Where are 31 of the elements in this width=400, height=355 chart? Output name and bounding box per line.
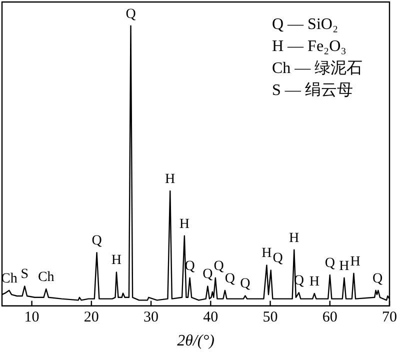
x-axis-title: 2θ/(°) [177, 332, 214, 350]
x-tick-label: 50 [262, 310, 278, 326]
annotation: H [111, 253, 122, 268]
x-tick-label: 30 [144, 310, 159, 326]
annotation: Ch [38, 270, 54, 285]
annotation: Q — SiO₂ [272, 16, 338, 33]
annotation: Q [240, 276, 250, 292]
annotation: H [179, 216, 190, 232]
x-tick-label: 40 [203, 310, 218, 326]
annotation: Q [324, 256, 335, 271]
annotation: H — Fe₂O₃ [272, 38, 346, 55]
x-tick-label: 70 [382, 310, 397, 326]
annotation: H [339, 258, 350, 274]
annotation: Q [372, 271, 383, 286]
annotation: Q [272, 251, 283, 266]
annotation: S [20, 267, 29, 282]
annotation: Q [126, 6, 136, 22]
annotation: H [350, 254, 360, 270]
x-tick-label: 10 [24, 310, 40, 326]
annotation: Q [224, 271, 235, 286]
annotation: H [262, 246, 272, 262]
annotation: Ch — 绿泥石 [272, 60, 363, 77]
annotation: H [289, 230, 300, 246]
annotation: H [165, 172, 176, 187]
annotation: Q [92, 234, 102, 249]
x-tick-label: 60 [322, 310, 338, 326]
annotation: Q [202, 267, 213, 282]
x-tick-label: 20 [84, 310, 99, 326]
annotation: H [309, 274, 320, 290]
annotation: Q [214, 258, 224, 274]
annotation: S — 绢云母 [272, 82, 353, 99]
